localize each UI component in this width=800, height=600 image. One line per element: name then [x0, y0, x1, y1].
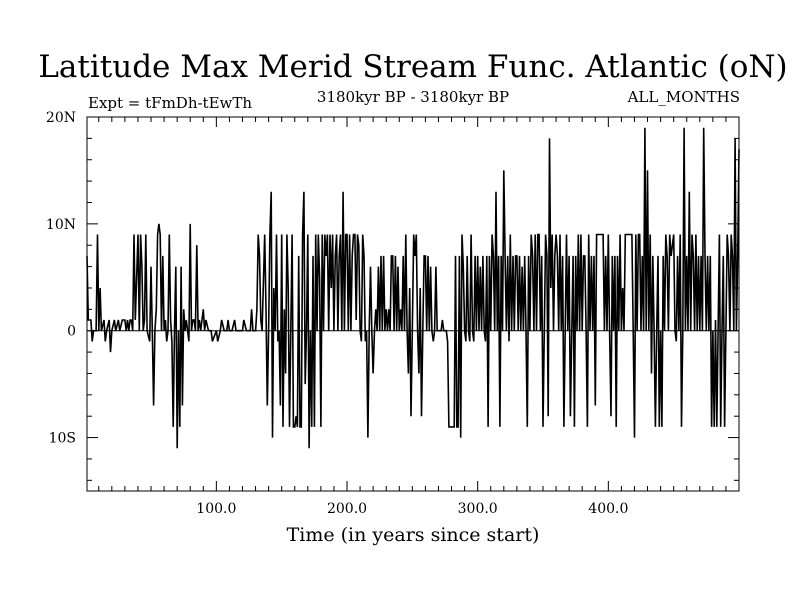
- x-axis: 100.0 200.0 300.0 400.0: [98, 117, 727, 517]
- x-tick-label: 200.0: [327, 501, 367, 517]
- y-tick-label: 10S: [49, 431, 76, 447]
- y-tick-label: 20N: [46, 110, 76, 126]
- plot-frame: [86, 116, 740, 492]
- x-tick-label: 300.0: [458, 501, 498, 517]
- series-line: [86, 127, 740, 449]
- x-tick-label: 100.0: [196, 501, 236, 517]
- experiment-note: Expt = tFmDh-tEwTh: [88, 94, 252, 112]
- x-tick-label: 400.0: [588, 501, 628, 517]
- x-axis-label: Time (in years since start): [287, 524, 540, 546]
- y-tick-label: 0: [67, 324, 76, 340]
- y-tick-label: 10N: [46, 217, 76, 233]
- y-axis: 20N 10N 0 10S: [46, 110, 739, 481]
- period-note: 3180kyr BP - 3180kyr BP: [317, 88, 509, 106]
- plot-area: [86, 116, 740, 492]
- months-note: ALL_MONTHS: [627, 88, 740, 106]
- chart-title: Latitude Max Merid Stream Func. Atlantic…: [38, 49, 787, 85]
